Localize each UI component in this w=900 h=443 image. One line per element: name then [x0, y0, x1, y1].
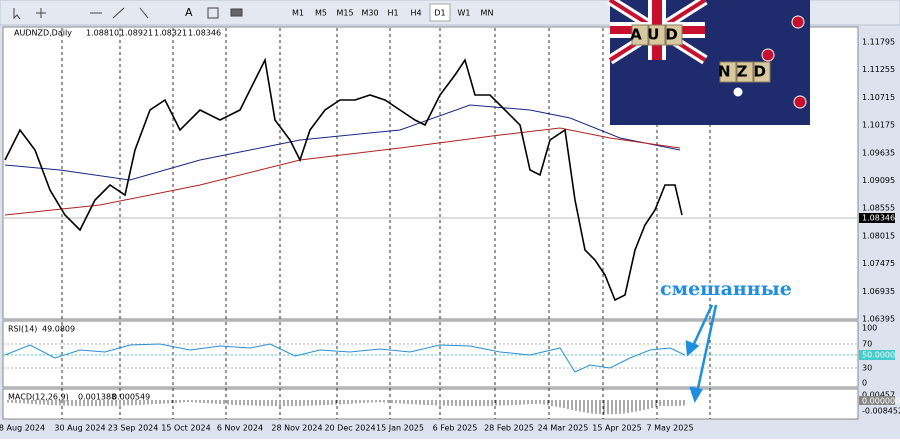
timeframe-button[interactable]: H4	[410, 9, 421, 18]
rsi-current-box	[859, 350, 895, 360]
tool-icons	[13, 7, 243, 20]
price-label: 1.11795	[862, 38, 895, 47]
tile-text: AUD	[630, 26, 684, 44]
text-tool[interactable]: A	[185, 6, 193, 19]
macd-level: -0.008452	[862, 407, 900, 416]
ma-blue	[4, 104, 681, 181]
date-label: 28 Feb 2025	[484, 424, 534, 433]
date-label: 6 Feb 2025	[433, 424, 478, 433]
macd-value: 0.001388	[78, 393, 116, 402]
price-label: 1.11255	[862, 65, 895, 74]
price-label: 1.10715	[862, 93, 895, 102]
rsi-level: 70	[862, 340, 872, 349]
date-label: 6 Nov 2024	[217, 424, 263, 433]
timeframe-button[interactable]: W1	[458, 9, 471, 18]
price-label: 1.10175	[862, 121, 895, 130]
grid	[61, 28, 711, 419]
tile	[719, 61, 737, 83]
date-label: 7 May 2025	[646, 424, 693, 433]
ohlc-value: 1.08346	[188, 29, 221, 38]
price-label: 1.08555	[862, 204, 895, 213]
rsi-level: 0	[862, 379, 867, 388]
tile	[736, 61, 754, 83]
tile-text: NZD	[718, 63, 772, 81]
macd-value: 0.000549	[112, 393, 150, 402]
macd-level: 0.00457	[862, 391, 895, 400]
ohlc-value: 1.08921	[120, 29, 153, 38]
tile	[665, 24, 683, 46]
ohlc-value: 1.08810	[86, 29, 119, 38]
price-label: 1.09095	[862, 176, 895, 185]
date-label: 15 Jan 2025	[376, 424, 424, 433]
rsi-current: 50.0000	[862, 351, 895, 360]
timeframe-button[interactable]: M1	[292, 9, 304, 18]
macd-current-box	[859, 396, 895, 405]
macd-histogram	[7, 400, 685, 415]
price-label: 1.06935	[862, 287, 895, 296]
rsi-panel	[2, 320, 859, 388]
tile	[648, 24, 666, 46]
timeframe-button[interactable]: M15	[336, 9, 353, 18]
symbol: AUDNZD,Daily	[14, 29, 72, 38]
current-price-box	[859, 213, 895, 223]
price-label: 1.06395	[862, 315, 895, 324]
ohlc-value: 1.08321	[154, 29, 187, 38]
macd-current: 0.000000	[862, 397, 900, 406]
timeframe-button[interactable]: M30	[361, 9, 378, 18]
date-label: 15 Oct 2024	[161, 424, 210, 433]
macd-title: MACD(12,26,9)	[8, 393, 69, 402]
annotation: смешанные	[660, 278, 792, 300]
active-timeframe	[429, 3, 451, 22]
timeframe-button[interactable]: H1	[387, 9, 398, 18]
tile	[753, 61, 771, 83]
date-label: 15 Apr 2025	[592, 424, 641, 433]
date-label: 28 Nov 2024	[271, 424, 322, 433]
date-label: 23 Sep 2024	[108, 424, 159, 433]
date-label: 8 Aug 2024	[0, 424, 45, 433]
rsi-value: 49.0809	[42, 325, 75, 334]
price-label: 1.08015	[862, 231, 895, 240]
tile	[631, 24, 649, 46]
rsi-level: 30	[862, 364, 872, 373]
rsi-level: 100	[862, 324, 877, 333]
stars	[733, 15, 807, 109]
timeframe-button[interactable]: MN	[481, 9, 494, 18]
price-label: 1.09635	[862, 148, 895, 157]
arrows	[685, 304, 718, 403]
price-label: 1.07475	[862, 259, 895, 268]
current-price: 1.08346	[862, 214, 895, 223]
price-candles	[4, 57, 683, 302]
date-label: 30 Aug 2024	[54, 424, 105, 433]
date-label: 24 Mar 2025	[538, 424, 589, 433]
macd-panel	[2, 388, 859, 420]
rsi-line	[4, 343, 686, 373]
rsi-title: RSI(14)	[8, 325, 37, 334]
timeframe-button[interactable]: M5	[315, 9, 327, 18]
ma-red	[4, 127, 681, 216]
timeframe-button[interactable]: D1	[434, 9, 445, 18]
date-label: 20 Dec 2024	[324, 424, 375, 433]
